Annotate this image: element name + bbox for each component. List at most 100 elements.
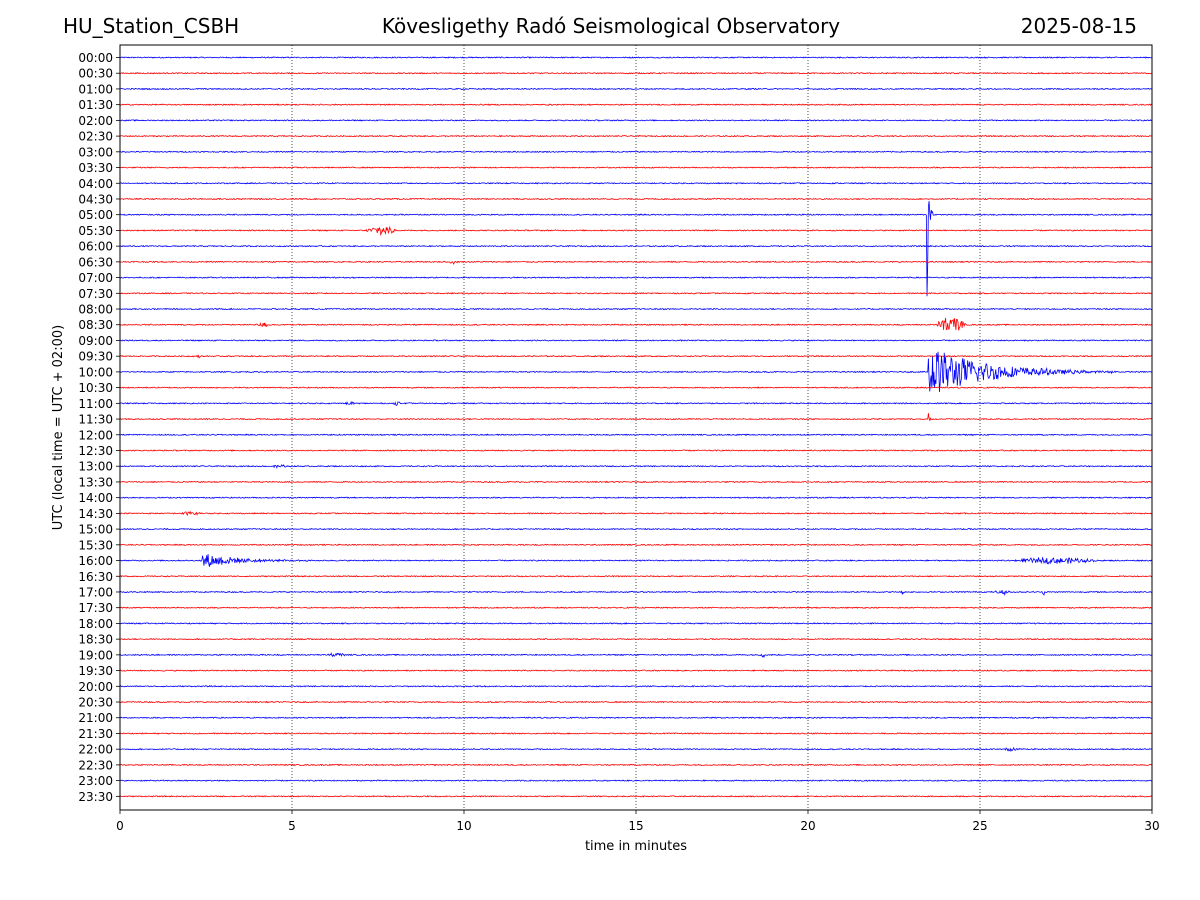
trace-2130 [119, 732, 1153, 735]
y-tick-label: 22:00 [78, 743, 113, 757]
trace-0200 [119, 119, 1153, 122]
y-tick-label: 16:00 [78, 554, 113, 568]
y-axis-label: UTC (local time = UTC + 02:00) [51, 325, 66, 530]
y-tick-label: 03:00 [78, 145, 113, 159]
y-tick-label: 15:00 [78, 523, 113, 537]
x-tick-label: 5 [288, 819, 296, 833]
trace-1500 [119, 527, 1153, 531]
trace-1430 [119, 510, 1153, 517]
trace-0130 [119, 103, 1153, 106]
grid-lines [291, 45, 981, 810]
y-tick-label: 04:30 [78, 192, 113, 206]
y-tick-label: 12:00 [78, 428, 113, 442]
trace-1930 [119, 669, 1153, 672]
observatory-title: Kövesligethy Radó Seismological Observat… [381, 14, 841, 38]
y-tick-label: 21:00 [78, 711, 113, 725]
y-tick-label: 17:00 [78, 585, 113, 599]
y-tick-label: 11:00 [78, 397, 113, 411]
y-tick-label: 11:30 [78, 413, 113, 427]
trace-2330 [119, 795, 1153, 798]
y-tick-label: 19:30 [78, 664, 113, 678]
trace-1230 [119, 449, 1153, 452]
y-tick-label: 08:00 [78, 303, 113, 317]
y-tick-label: 20:00 [78, 680, 113, 694]
trace-1900 [119, 652, 1153, 659]
trace-0630 [119, 260, 1153, 265]
trace-0030 [119, 71, 1153, 75]
trace-1400 [119, 496, 1153, 499]
y-tick-label: 05:30 [78, 224, 113, 238]
y-tick-label: 18:30 [78, 633, 113, 647]
trace-1000 [119, 351, 1153, 393]
trace-0330 [119, 166, 1153, 169]
y-tick-label: 09:30 [78, 350, 113, 364]
y-tick-label: 09:00 [78, 334, 113, 348]
trace-2000 [119, 685, 1153, 688]
x-tick-label: 15 [628, 819, 643, 833]
seismic-traces [119, 56, 1153, 798]
y-tick-label: 06:00 [78, 240, 113, 254]
trace-0530 [119, 225, 1153, 237]
trace-0730 [119, 292, 1153, 295]
trace-1630 [119, 575, 1153, 578]
y-tick-label: 05:00 [78, 208, 113, 222]
trace-1600 [119, 554, 1153, 567]
y-tick-label: 22:30 [78, 758, 113, 772]
y-tick-label: 14:30 [78, 507, 113, 521]
date-label: 2025-08-15 [1020, 14, 1137, 38]
y-tick-label: 02:30 [78, 130, 113, 144]
trace-1530 [119, 543, 1153, 547]
y-tick-label: 13:30 [78, 475, 113, 489]
x-tick-label: 30 [1144, 819, 1159, 833]
trace-0400 [119, 181, 1153, 185]
y-tick-label: 23:00 [78, 774, 113, 788]
trace-1830 [119, 637, 1153, 641]
trace-2230 [119, 763, 1153, 767]
y-tick-label: 02:00 [78, 114, 113, 128]
trace-0900 [119, 339, 1153, 342]
y-tick-label: 14:00 [78, 491, 113, 505]
y-tick-label: 12:30 [78, 444, 113, 458]
y-tick-label: 06:30 [78, 255, 113, 269]
trace-0600 [119, 244, 1153, 248]
trace-1730 [119, 606, 1153, 609]
trace-1300 [119, 463, 1153, 469]
y-tick-label: 04:00 [78, 177, 113, 191]
y-tick-label: 18:00 [78, 617, 113, 631]
y-tick-label: 16:30 [78, 570, 113, 584]
trace-1800 [119, 622, 1153, 625]
trace-0800 [119, 307, 1153, 311]
trace-0830 [119, 317, 1153, 331]
x-tick-label: 25 [972, 819, 987, 833]
trace-0000 [119, 56, 1153, 59]
x-tick-label: 20 [800, 819, 815, 833]
y-tick-label: 00:00 [78, 51, 113, 65]
trace-1100 [119, 400, 1153, 406]
trace-0300 [119, 150, 1153, 154]
y-tick-label: 17:30 [78, 601, 113, 615]
y-tick-label: 20:30 [78, 696, 113, 710]
trace-1130 [119, 413, 1153, 421]
x-tick-label: 0 [116, 819, 124, 833]
y-tick-label: 01:00 [78, 82, 113, 96]
y-tick-label: 19:00 [78, 648, 113, 662]
y-tick-label: 10:30 [78, 381, 113, 395]
trace-0100 [119, 87, 1153, 91]
trace-0930 [119, 354, 1153, 359]
x-axis-label: time in minutes [585, 839, 687, 854]
y-tick-label: 07:30 [78, 287, 113, 301]
trace-2030 [119, 700, 1153, 704]
trace-0430 [119, 197, 1153, 201]
trace-0230 [119, 134, 1153, 138]
trace-0500 [119, 201, 1153, 297]
trace-1330 [119, 480, 1153, 484]
y-tick-label: 01:30 [78, 98, 113, 112]
y-tick-label: 23:30 [78, 790, 113, 804]
y-tick-label: 03:30 [78, 161, 113, 175]
trace-0700 [119, 276, 1153, 279]
trace-1700 [119, 589, 1153, 597]
y-tick-label: 15:30 [78, 538, 113, 552]
station-label: HU_Station_CSBH [63, 14, 240, 38]
